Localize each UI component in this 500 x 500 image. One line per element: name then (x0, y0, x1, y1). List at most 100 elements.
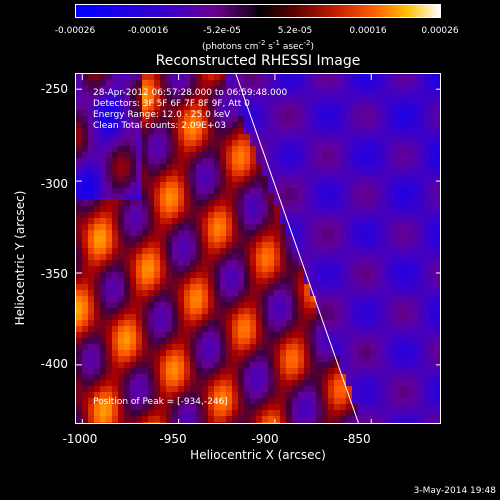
heatmap-cell (382, 302, 388, 308)
heatmap-cell (250, 200, 256, 206)
heatmap-cell (358, 242, 364, 248)
heatmap-cell (424, 170, 430, 176)
heatmap-cell (178, 410, 184, 416)
heatmap-cell (274, 200, 280, 206)
heatmap-cell (412, 368, 418, 374)
heatmap-cell (322, 80, 328, 86)
heatmap-cell (280, 416, 286, 422)
heatmap-cell (280, 398, 286, 404)
heatmap-cell (232, 134, 238, 140)
heatmap-cell (148, 86, 154, 92)
heatmap-cell (436, 302, 440, 308)
heatmap-cell (196, 152, 202, 158)
heatmap-cell (316, 212, 322, 218)
heatmap-cell (286, 332, 292, 338)
heatmap-cell (364, 386, 370, 392)
heatmap-cell (208, 230, 214, 236)
heatmap-cell (280, 368, 286, 374)
heatmap-cell (274, 392, 280, 398)
heatmap-cell (286, 296, 292, 302)
heatmap-cell (358, 368, 364, 374)
heatmap-cell (358, 116, 364, 122)
axis-tick-mark (370, 419, 372, 423)
heatmap-cell (292, 206, 298, 212)
heatmap-cell (436, 176, 440, 182)
heatmap-cell (112, 356, 118, 362)
heatmap-cell (346, 170, 352, 176)
heatmap-cell (412, 176, 418, 182)
heatmap-cell (76, 194, 82, 200)
heatmap-cell (148, 122, 154, 128)
heatmap-cell (190, 194, 196, 200)
heatmap-cell (88, 254, 94, 260)
heatmap-cell (394, 230, 400, 236)
heatmap-cell (112, 236, 118, 242)
heatmap-cell (310, 80, 316, 86)
heatmap-cell (184, 242, 190, 248)
heatmap-cell (292, 278, 298, 284)
heatmap-cell (340, 122, 346, 128)
heatmap-cell (292, 188, 298, 194)
heatmap-cell (160, 266, 166, 272)
heatmap-cell (418, 98, 424, 104)
heatmap-cell (226, 152, 232, 158)
heatmap-cell (184, 362, 190, 368)
heatmap-cell (298, 188, 304, 194)
heatmap-cell (100, 122, 106, 128)
heatmap-cell (160, 128, 166, 134)
heatmap-cell (424, 302, 430, 308)
heatmap-cell (184, 386, 190, 392)
heatmap-cell (172, 308, 178, 314)
heatmap-cell (118, 122, 124, 128)
x-tick-label: -950 (159, 432, 187, 446)
heatmap-cell (76, 170, 82, 176)
heatmap-cell (106, 110, 112, 116)
heatmap-cell (94, 242, 100, 248)
heatmap-cell (220, 344, 226, 350)
heatmap-cell (352, 134, 358, 140)
heatmap-cell (358, 98, 364, 104)
heatmap-cell (286, 152, 292, 158)
heatmap-cell (250, 404, 256, 410)
heatmap-cell (100, 266, 106, 272)
heatmap-cell (232, 404, 238, 410)
heatmap-cell (202, 398, 208, 404)
heatmap-cell (274, 410, 280, 416)
heatmap-cell (130, 320, 136, 326)
heatmap-cell (400, 374, 406, 380)
heatmap-cell (100, 176, 106, 182)
heatmap-cell (160, 80, 166, 86)
heatmap-cell (76, 230, 82, 236)
heatmap-cell (376, 140, 382, 146)
heatmap-cell (226, 200, 232, 206)
heatmap-cell (76, 398, 82, 404)
heatmap-cell (202, 302, 208, 308)
heatmap-cell (304, 344, 310, 350)
heatmap-cell (226, 140, 232, 146)
heatmap-cell (142, 194, 148, 200)
heatmap-cell (418, 182, 424, 188)
heatmap-cell (154, 278, 160, 284)
heatmap-cell (112, 284, 118, 290)
heatmap-cell (232, 122, 238, 128)
heatmap-cell (328, 344, 334, 350)
heatmap-cell (208, 110, 214, 116)
heatmap-cell (178, 254, 184, 260)
heatmap-cell (160, 104, 166, 110)
heatmap-cell (304, 422, 310, 423)
heatmap-cell (316, 164, 322, 170)
heatmap-cell (298, 266, 304, 272)
heatmap-cell (406, 74, 412, 80)
heatmap-cell (220, 284, 226, 290)
heatmap-cell (178, 296, 184, 302)
heatmap-cell (352, 152, 358, 158)
heatmap-cell (178, 416, 184, 422)
heatmap-cell (100, 128, 106, 134)
heatmap-cell (388, 218, 394, 224)
heatmap-cell (160, 308, 166, 314)
heatmap-cell (130, 326, 136, 332)
heatmap-cell (148, 230, 154, 236)
heatmap-cell (256, 278, 262, 284)
heatmap-cell (196, 182, 202, 188)
heatmap-cell (166, 290, 172, 296)
